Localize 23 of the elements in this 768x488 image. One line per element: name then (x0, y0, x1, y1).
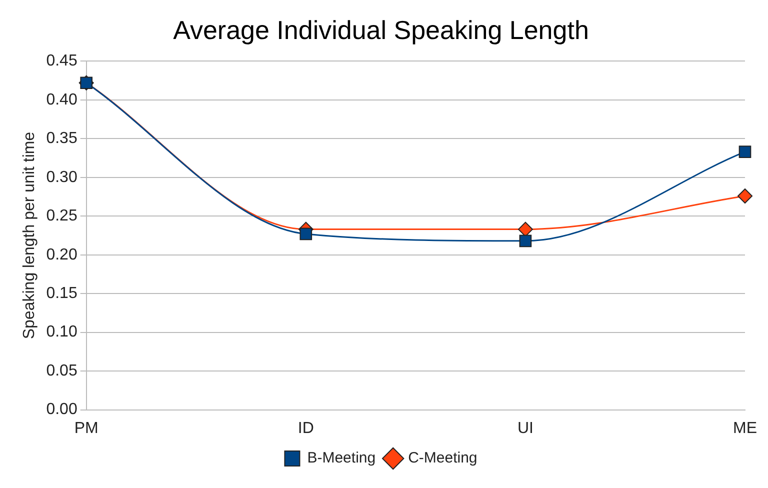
y-tick-label: 0.45 (46, 52, 78, 70)
y-tick-label: 0.10 (46, 324, 78, 341)
x-tick-label: ME (733, 420, 757, 437)
y-tick-label: 0.15 (46, 285, 78, 302)
y-tick-label: 0.30 (46, 168, 78, 186)
x-tick-label: UI (517, 420, 534, 437)
point (300, 228, 312, 240)
y-axis-title: Speaking length per unit time (21, 132, 38, 340)
y-tick-label: 0.20 (46, 246, 78, 264)
point (738, 146, 752, 158)
y-tick-label: 0.05 (46, 362, 78, 380)
point (738, 188, 752, 204)
legend-label: B-Meeting (307, 450, 376, 467)
y-tick-label: 0.35 (46, 130, 78, 148)
y-tick-label: 0.40 (46, 91, 78, 108)
x-tick-label: ID (298, 420, 314, 437)
y-tick-label: 0.00 (46, 401, 78, 418)
point (519, 234, 532, 248)
y-tick-label: 0.25 (46, 208, 78, 225)
x-tick-label: PM (74, 420, 98, 437)
legend-label: C-Meeting (408, 450, 478, 467)
point (518, 222, 533, 237)
chart-title: Average Individual Speaking Length (173, 14, 589, 45)
